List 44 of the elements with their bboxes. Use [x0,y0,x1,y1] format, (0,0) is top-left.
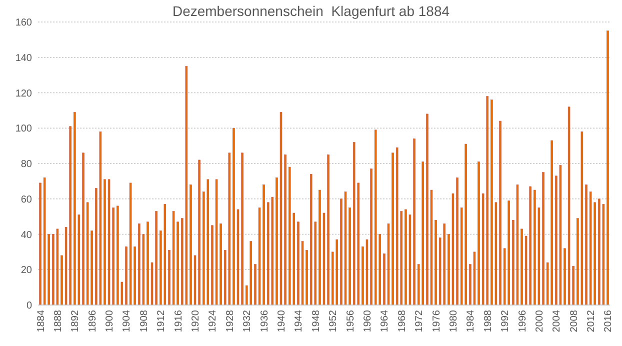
y-tick-label: 80 [20,159,32,170]
x-tick-label: 1916 [173,310,184,332]
x-tick-label: 2000 [534,310,546,332]
x-tick-label: 1912 [156,310,168,332]
x-tick-label: 1952 [328,310,340,332]
y-tick-label: 40 [20,230,32,241]
y-tick-label: 20 [20,265,32,276]
y-tick-label: 100 [15,124,32,135]
x-tick-label: 1984 [466,310,477,332]
x-tick-label: 2016 [603,310,614,332]
x-tick-label: 1988 [482,310,494,332]
x-tick-label: 1904 [122,310,133,332]
x-tick-label: 1976 [431,310,442,332]
y-tick-label: 120 [15,88,32,100]
x-tick-label: 1892 [70,310,82,332]
x-tick-label: 1960 [362,310,374,332]
x-tick-label: 1996 [517,310,528,332]
x-tick-label: 1932 [242,310,254,332]
x-tick-label: 1956 [345,310,356,332]
y-tick-label: 140 [15,52,32,64]
x-tick-label: 1992 [500,310,512,332]
x-tick-label: 1900 [104,310,116,332]
x-tick-label: 1908 [138,310,150,332]
x-tick-label: 1980 [448,310,460,332]
y-tick-label: 160 [15,18,32,28]
x-tick-label: 1888 [52,310,64,332]
x-tick-label: 1884 [36,310,47,332]
x-tick-label: 1968 [396,310,408,332]
x-tick-label: 1944 [294,310,305,332]
x-tick-label: 1924 [208,310,219,332]
x-tick-label: 1940 [276,310,288,332]
x-tick-label: 1964 [380,310,391,332]
x-tick-label: 2004 [552,310,563,332]
x-tick-label: 1896 [87,310,98,332]
x-tick-label: 1972 [414,310,426,332]
x-tick-label: 1936 [259,310,270,332]
x-tick-label: 1948 [310,310,322,332]
y-tick-label: 60 [20,194,32,206]
x-tick-label: 2008 [568,310,580,332]
x-tick-label: 1928 [224,310,236,332]
x-tick-label: 1920 [190,310,202,332]
x-tick-label: 2012 [586,310,598,332]
y-tick-label: 0 [26,300,32,312]
chart-title: Dezembersonnenschein Klagenfurt ab 1884 [172,3,450,19]
